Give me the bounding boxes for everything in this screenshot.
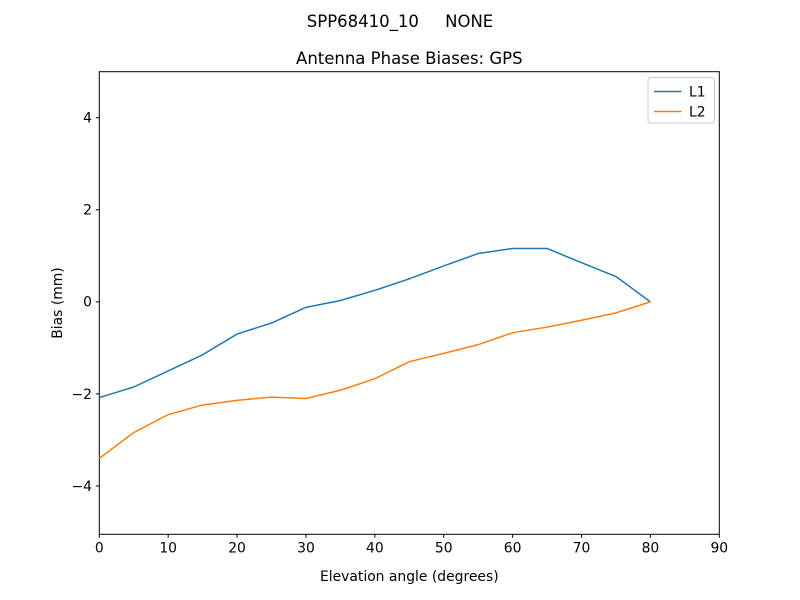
x-tick-label: 80 <box>642 541 660 557</box>
axes-frame <box>98 71 720 535</box>
line-L2 <box>98 301 651 459</box>
y-tick-label: 0 <box>83 295 92 311</box>
x-tick-label: 90 <box>710 541 728 557</box>
y-axis-label: Bias (mm) <box>50 267 66 338</box>
legend-label-L1: L1 <box>689 84 706 100</box>
x-tick-label: 30 <box>297 541 315 557</box>
y-tick-label: 4 <box>83 111 92 127</box>
x-axis-label: Elevation angle (degrees) <box>320 569 499 585</box>
y-tick-label: −2 <box>72 387 92 403</box>
x-tick-label: 70 <box>573 541 591 557</box>
x-tick-label: 60 <box>504 541 522 557</box>
line-L1 <box>99 247 651 399</box>
series-lines <box>98 247 651 459</box>
y-tick-label: −4 <box>72 479 93 495</box>
axes-title: Antenna Phase Biases: GPS <box>296 49 523 68</box>
plot-area: 0 10 20 30 40 50 60 70 80 90 −4 −2 0 2 4 <box>72 71 728 557</box>
y-tick-label: 2 <box>83 203 92 219</box>
y-axis: −4 −2 0 2 4 <box>72 111 100 495</box>
x-tick-label: 40 <box>366 541 384 557</box>
figure-suptitle: SPP68410_10 NONE <box>307 12 493 32</box>
x-tick-label: 10 <box>159 541 177 557</box>
x-axis: 0 10 20 30 40 50 60 70 80 90 <box>95 534 728 557</box>
x-tick-label: 0 <box>95 541 104 557</box>
x-tick-label: 50 <box>435 541 453 557</box>
x-tick-label: 20 <box>228 541 246 557</box>
legend-label-L2: L2 <box>689 104 706 120</box>
